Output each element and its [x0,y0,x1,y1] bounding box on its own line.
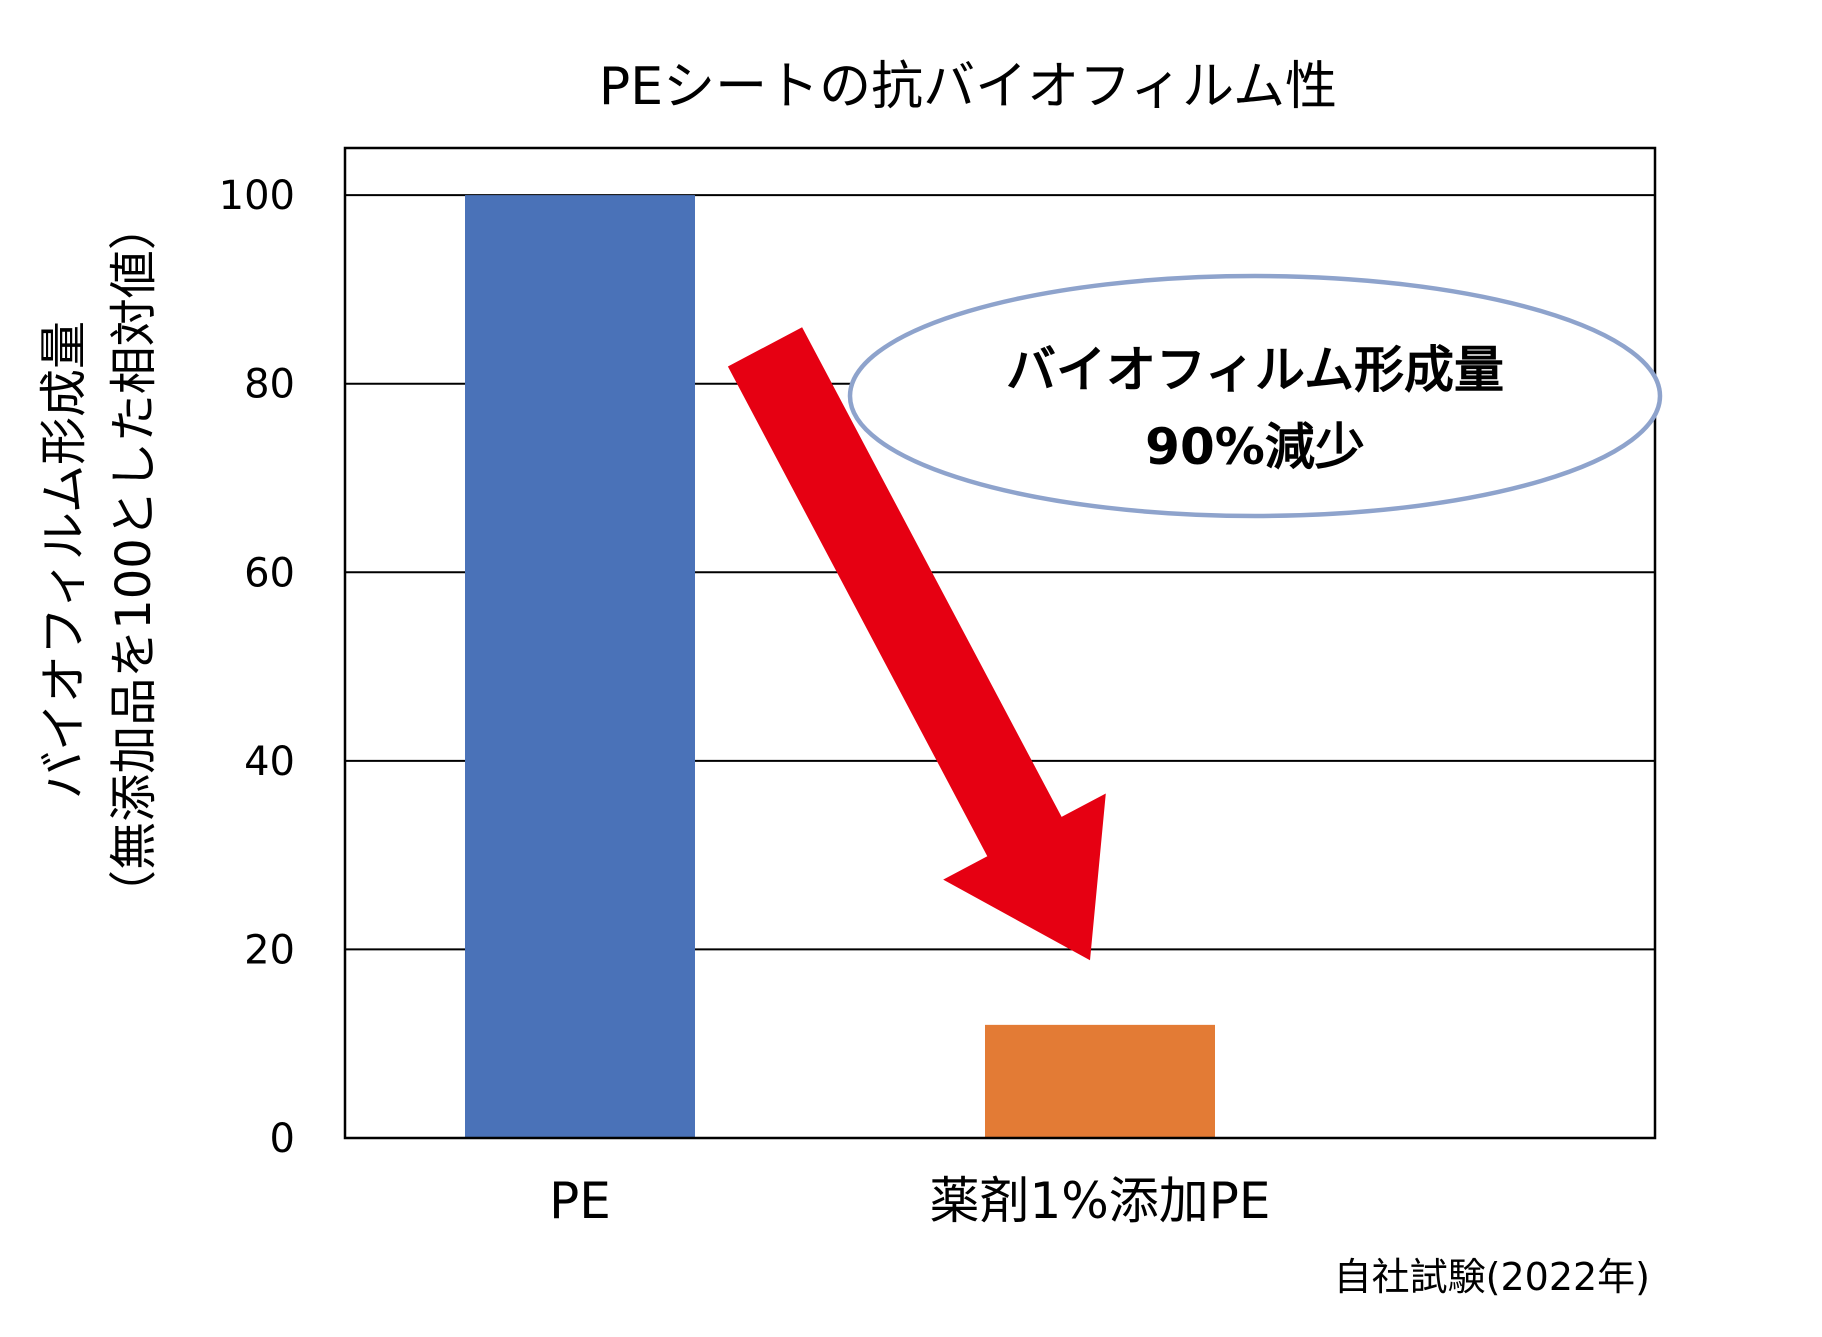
callout-ellipse [847,273,1663,519]
y-axis-label-line1: バイオフィルム形成量 [36,321,92,799]
bars [465,195,1215,1139]
y-axis-ticks: 0 20 40 60 80 100 [219,173,295,1162]
y-tick-label: 40 [244,739,295,785]
x-category-label: PE [549,1172,611,1230]
reduction-callout: バイオフィルム形成量 90%減少 [727,273,1663,961]
reduction-arrow [727,327,1106,961]
y-axis-label: バイオフィルム形成量 （無添加品を100とした相対値） [36,202,162,918]
chart-title: PEシートの抗バイオフィルム性 [599,57,1337,117]
y-tick-label: 60 [244,550,295,596]
source-note: 自社試験(2022年) [1334,1255,1650,1299]
x-category-label: 薬剤1%添加PE [929,1172,1270,1230]
bar-pe-additive [985,1024,1215,1138]
y-tick-label: 100 [219,173,295,219]
bar-pe [465,195,695,1139]
y-tick-label: 20 [244,927,295,973]
callout-line1: バイオフィルム形成量 [1006,341,1504,399]
callout-line2: 90%減少 [1145,418,1365,476]
y-axis-label-line2: （無添加品を100とした相対値） [106,202,162,918]
y-tick-label: 80 [244,362,295,408]
y-tick-label: 0 [270,1116,295,1162]
plot-frame [343,146,1657,1140]
x-axis-categories: PE 薬剤1%添加PE [549,1172,1270,1230]
